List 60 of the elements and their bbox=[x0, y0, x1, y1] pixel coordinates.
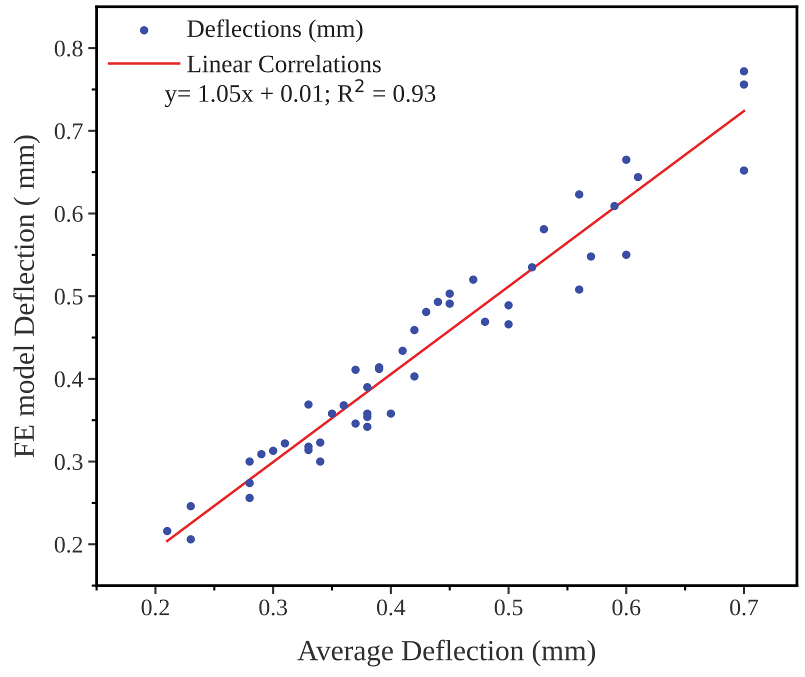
point bbox=[622, 250, 630, 260]
x-tick-label: 0.7 bbox=[730, 599, 758, 616]
point bbox=[446, 290, 454, 298]
y-tick-label: 0.5 bbox=[54, 288, 82, 305]
point bbox=[586, 252, 596, 261]
point bbox=[575, 190, 584, 199]
y-tick-label: 0.3 bbox=[54, 454, 82, 470]
x-tick-label: 0.6 bbox=[612, 599, 640, 616]
point bbox=[446, 299, 454, 308]
legend-label: Deflections (mm) bbox=[187, 19, 363, 42]
point bbox=[740, 166, 748, 175]
y-tick-label: 0.7 bbox=[54, 123, 83, 140]
point bbox=[434, 298, 442, 306]
point bbox=[504, 301, 513, 310]
point bbox=[245, 494, 254, 502]
point bbox=[540, 225, 548, 234]
point bbox=[351, 419, 360, 428]
point bbox=[622, 156, 630, 164]
point bbox=[245, 457, 254, 466]
point bbox=[422, 308, 430, 316]
x-tick-label: 0.5 bbox=[494, 599, 522, 616]
point bbox=[469, 275, 478, 284]
point bbox=[304, 400, 313, 409]
point bbox=[410, 326, 419, 334]
legend-label: Linear Correlations bbox=[187, 54, 381, 72]
x-tick-label: 0.4 bbox=[377, 599, 406, 616]
point bbox=[610, 202, 619, 210]
point bbox=[268, 446, 278, 455]
y-tick-label: 0.8 bbox=[54, 40, 83, 57]
point bbox=[328, 409, 336, 418]
point bbox=[386, 409, 396, 418]
point bbox=[480, 318, 490, 326]
x-axis-title: Average Deflection (mm) bbox=[298, 640, 596, 666]
point bbox=[504, 320, 513, 328]
y-tick-label: 0.4 bbox=[54, 371, 84, 388]
point bbox=[316, 457, 324, 466]
point bbox=[740, 80, 748, 89]
point bbox=[398, 346, 407, 355]
point bbox=[351, 366, 360, 374]
y-tick-label: 0.2 bbox=[54, 536, 82, 553]
point bbox=[245, 478, 254, 488]
x-tick-label: 0.2 bbox=[142, 599, 169, 616]
point bbox=[363, 382, 372, 392]
point bbox=[340, 401, 348, 410]
point bbox=[740, 67, 748, 76]
point bbox=[163, 526, 172, 536]
point bbox=[280, 439, 290, 448]
point bbox=[316, 438, 324, 447]
point bbox=[410, 372, 419, 381]
annotation: y= 1.05x + 0.01; R$^{2}$ = 0.93 bbox=[164, 79, 436, 108]
point bbox=[363, 422, 372, 432]
point bbox=[186, 502, 195, 510]
point bbox=[257, 450, 266, 458]
point bbox=[575, 285, 584, 294]
point bbox=[528, 263, 536, 272]
point bbox=[186, 535, 195, 544]
point bbox=[634, 172, 642, 182]
x-tick-label: 0.3 bbox=[259, 599, 287, 616]
y-tick-label: 0.6 bbox=[54, 206, 83, 222]
y-axis-title: FE model Deflection ( mm) bbox=[13, 135, 40, 458]
